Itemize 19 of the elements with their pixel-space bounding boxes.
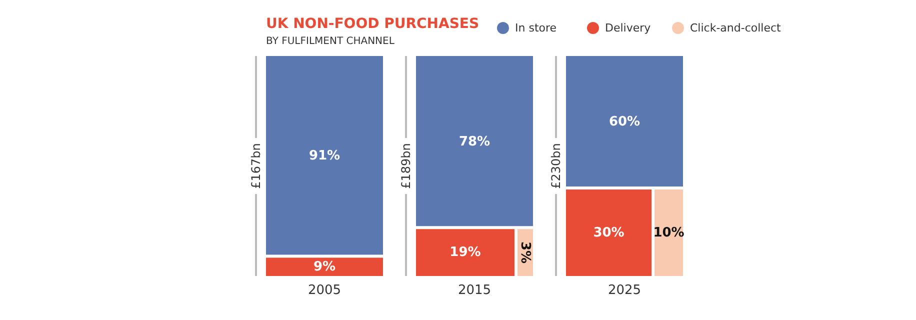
data-label: 60% — [608, 114, 640, 130]
data-label: 19% — [450, 245, 481, 260]
data-label: 9% — [313, 259, 336, 274]
category-label: 2005 — [308, 283, 342, 298]
text: £230bn — [549, 143, 563, 189]
legend-label: Delivery — [605, 22, 652, 34]
data-label: 91% — [308, 148, 340, 164]
legend-label: In store — [515, 22, 557, 34]
data-label: 30% — [593, 225, 624, 240]
data-label: 78% — [458, 134, 490, 150]
category-label: 2015 — [458, 283, 492, 298]
text: BY FULFILMENT CHANNEL — [266, 36, 395, 47]
legend-label: Click-and-collect — [690, 22, 782, 34]
text: £167bn — [249, 143, 263, 189]
text: £189bn — [399, 143, 413, 189]
category-label: 2025 — [608, 283, 642, 298]
data-label: 10% — [653, 225, 684, 240]
text: UK NON-FOOD PURCHASES — [266, 16, 480, 32]
data-label: 3% — [518, 242, 533, 264]
